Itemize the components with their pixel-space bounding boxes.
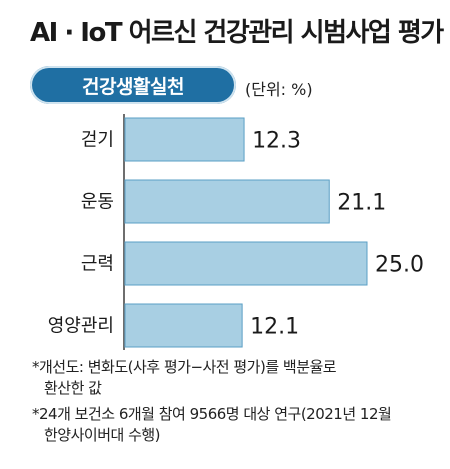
value-label-3: 12.1 [250,315,299,340]
category-label-2: 근력 [81,254,114,275]
footnote-definition-line1: *개선도: 변화도(사후 평가−사전 평가)를 백분율로 [32,358,337,376]
value-label-0: 12.3 [252,129,301,154]
category-label-3: 영양관리 [48,316,114,337]
bar-1 [124,179,330,224]
footnote-source-line2: 한양사이버대 수행) [44,426,161,444]
value-label-1: 21.1 [337,191,386,216]
bar-3 [124,303,243,348]
value-label-2: 25.0 [375,253,424,278]
bar-0 [124,117,245,162]
bar-chart: 걷기 12.3 운동 21.1 근력 25.0 영양관리 12.1 [48,114,424,350]
footnote-source: *24개 보건소 6개월 참여 9566명 대상 연구(2021년 12월 한양… [32,404,392,446]
category-label-0: 걷기 [81,130,114,151]
chart-title: AI · IoT 어르신 건강관리 시범사업 평가 [30,18,444,48]
footnote-definition: *개선도: 변화도(사후 평가−사전 평가)를 백분율로 환산한 값 [32,357,337,399]
category-badge: 건강생활실천 [30,66,236,104]
unit-label: (단위: %) [245,80,313,99]
bar-2 [124,241,368,286]
footnote-source-line1: *24개 보건소 6개월 참여 9566명 대상 연구(2021년 12월 [32,405,392,423]
footnote-definition-line2: 환산한 값 [44,379,102,397]
category-label-1: 운동 [81,192,114,213]
